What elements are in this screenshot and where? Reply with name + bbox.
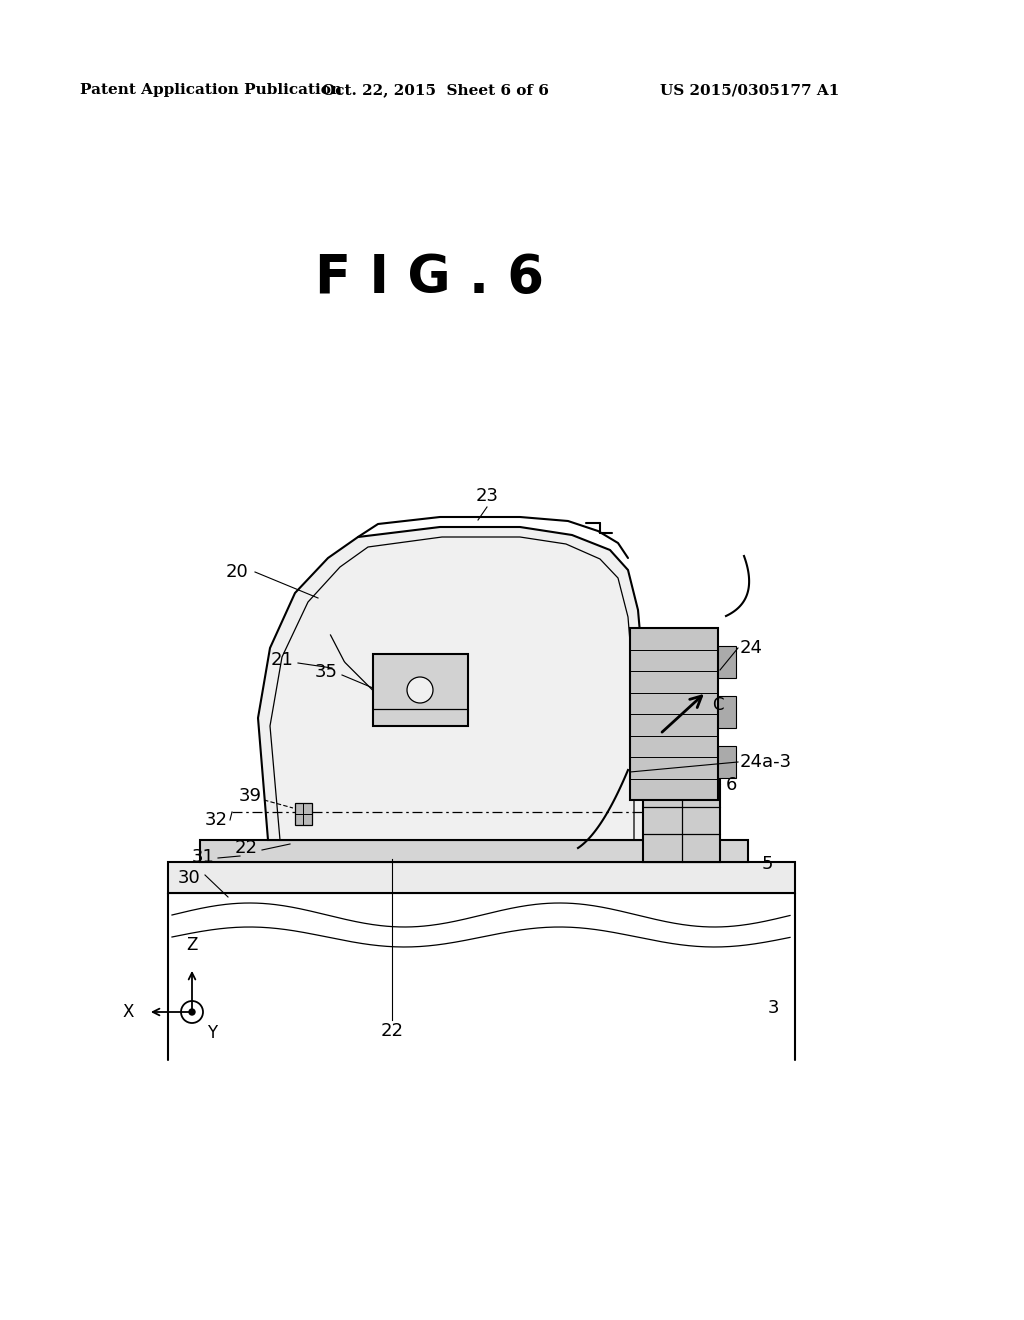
Text: 24: 24 bbox=[740, 639, 763, 657]
Polygon shape bbox=[718, 696, 736, 729]
Text: 39: 39 bbox=[239, 787, 262, 805]
Text: 24a-3: 24a-3 bbox=[740, 752, 793, 771]
Circle shape bbox=[407, 677, 433, 704]
Polygon shape bbox=[373, 653, 468, 726]
Polygon shape bbox=[258, 527, 645, 840]
Polygon shape bbox=[200, 840, 748, 862]
Text: Z: Z bbox=[186, 936, 198, 954]
Text: C: C bbox=[712, 696, 724, 714]
Polygon shape bbox=[718, 746, 736, 777]
Text: 3: 3 bbox=[768, 999, 779, 1016]
Text: 32: 32 bbox=[205, 810, 228, 829]
Text: 20: 20 bbox=[225, 564, 248, 581]
Text: 35: 35 bbox=[315, 663, 338, 681]
Polygon shape bbox=[718, 645, 736, 678]
Text: X: X bbox=[123, 1003, 134, 1020]
Text: 5: 5 bbox=[762, 855, 773, 873]
Text: 23: 23 bbox=[475, 487, 499, 506]
Text: 30: 30 bbox=[177, 869, 200, 887]
Polygon shape bbox=[630, 628, 718, 800]
Text: 31: 31 bbox=[193, 847, 215, 866]
Circle shape bbox=[189, 1008, 195, 1015]
Text: 6: 6 bbox=[726, 776, 737, 795]
Circle shape bbox=[181, 1001, 203, 1023]
Text: Y: Y bbox=[207, 1024, 217, 1041]
Text: 22: 22 bbox=[381, 1022, 403, 1040]
Text: US 2015/0305177 A1: US 2015/0305177 A1 bbox=[660, 83, 840, 96]
Polygon shape bbox=[168, 862, 795, 894]
Text: Oct. 22, 2015  Sheet 6 of 6: Oct. 22, 2015 Sheet 6 of 6 bbox=[322, 83, 549, 96]
Text: F I G . 6: F I G . 6 bbox=[315, 252, 545, 304]
Polygon shape bbox=[643, 762, 720, 862]
Text: 22: 22 bbox=[234, 840, 258, 857]
Text: Patent Application Publication: Patent Application Publication bbox=[80, 83, 342, 96]
Polygon shape bbox=[295, 803, 311, 825]
Text: 21: 21 bbox=[270, 651, 293, 669]
